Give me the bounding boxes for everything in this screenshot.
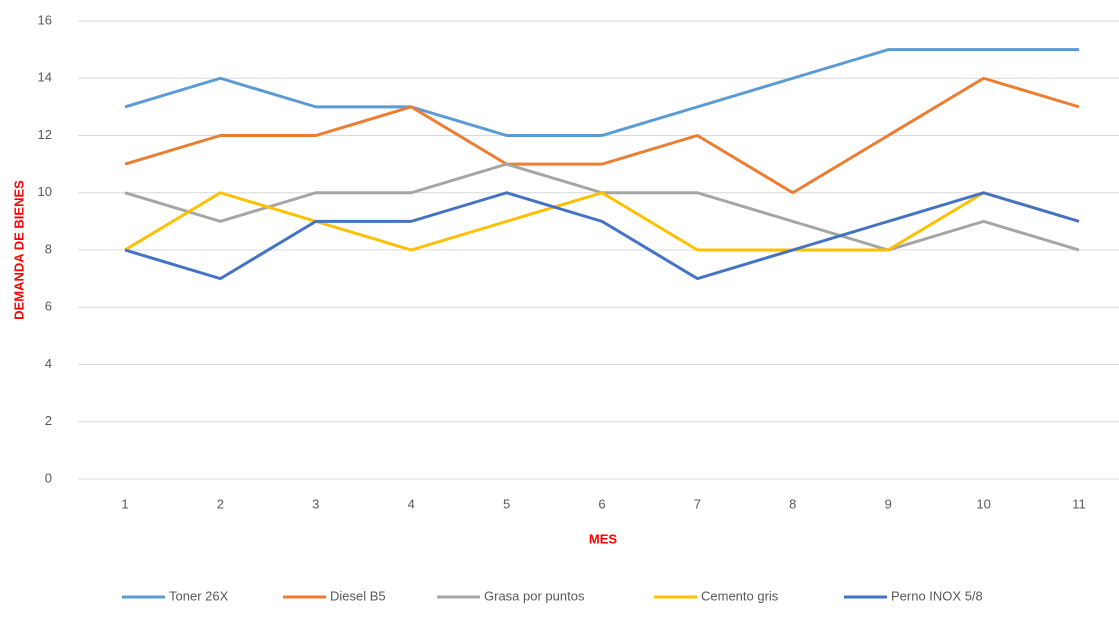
x-tick-label: 6 bbox=[598, 496, 605, 511]
series-line bbox=[124, 76, 1080, 195]
x-axis-title: MES bbox=[589, 531, 618, 546]
legend-label: Diesel B5 bbox=[330, 588, 386, 603]
legend-label: Perno INOX 5/8 bbox=[891, 588, 983, 603]
legend-label: Toner 26X bbox=[169, 588, 229, 603]
y-tick-label: 14 bbox=[38, 70, 52, 85]
x-tick-label: 2 bbox=[217, 496, 224, 511]
x-tick-label: 7 bbox=[694, 496, 701, 511]
y-tick-label: 10 bbox=[38, 184, 52, 199]
x-tick-label: 11 bbox=[1072, 496, 1086, 511]
legend-label: Cemento gris bbox=[701, 588, 779, 603]
legend-label: Grasa por puntos bbox=[484, 588, 585, 603]
y-tick-label: 12 bbox=[38, 127, 52, 142]
y-tick-label: 0 bbox=[45, 470, 52, 485]
x-tick-label: 1 bbox=[121, 496, 128, 511]
x-tick-label: 9 bbox=[885, 496, 892, 511]
y-tick-label: 6 bbox=[45, 299, 52, 314]
y-tick-label: 4 bbox=[45, 356, 52, 371]
x-tick-label: 10 bbox=[976, 496, 990, 511]
y-tick-label: 2 bbox=[45, 413, 52, 428]
x-tick-label: 5 bbox=[503, 496, 510, 511]
x-tick-label: 4 bbox=[408, 496, 415, 511]
y-tick-label: 16 bbox=[38, 12, 52, 27]
y-tick-label: 8 bbox=[45, 241, 52, 256]
series-line bbox=[124, 48, 1079, 137]
x-tick-label: 3 bbox=[312, 496, 319, 511]
series-line bbox=[124, 191, 1080, 281]
y-axis-title: DEMANDA DE BIENES bbox=[11, 180, 26, 320]
x-tick-label: 8 bbox=[789, 496, 796, 511]
series-line bbox=[124, 191, 1080, 252]
